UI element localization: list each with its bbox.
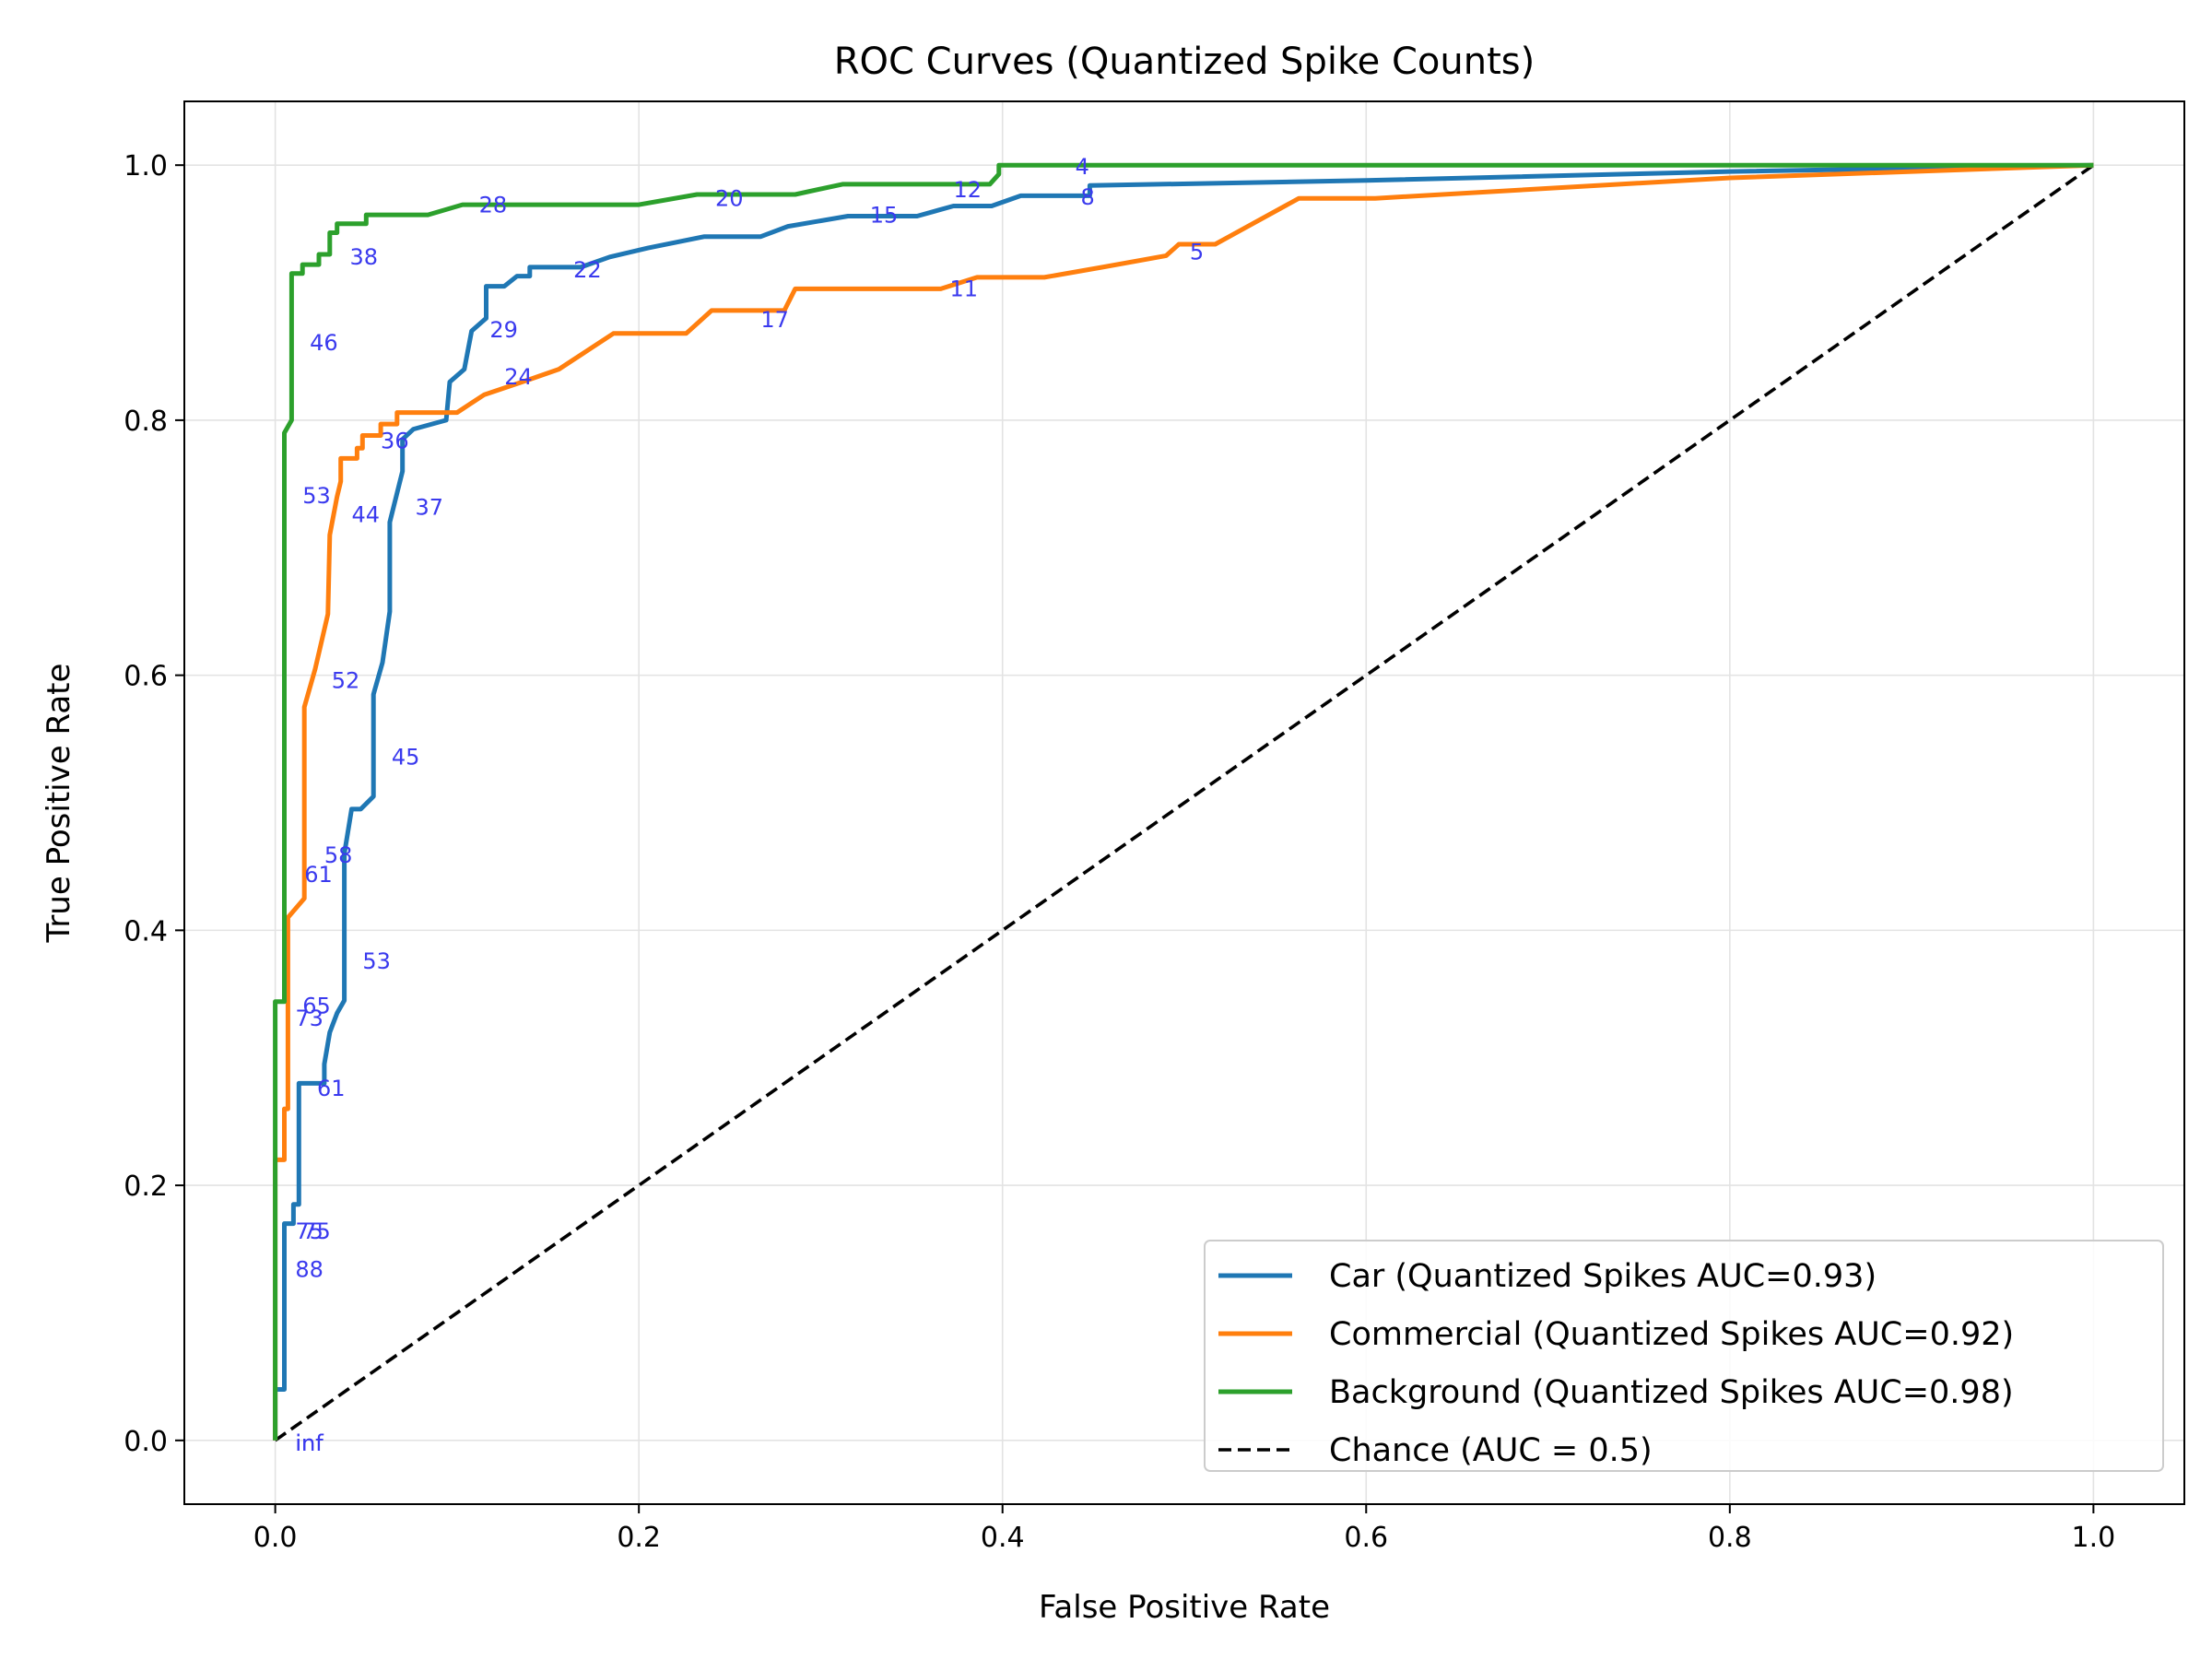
chart-title: ROC Curves (Quantized Spike Counts) — [834, 41, 1535, 83]
x-tick-label: 0.6 — [1344, 1522, 1388, 1554]
threshold-label: 65 — [302, 993, 331, 1018]
roc-line-0 — [273, 162, 2094, 1441]
legend-entry: Background (Quantized Spikes AUC=0.98) — [1329, 1374, 2014, 1411]
y-axis-ticks: 0.0 0.2 0.4 0.6 0.8 1.0 — [124, 150, 184, 1458]
y-tick-label: 1.0 — [124, 150, 168, 182]
threshold-label: 36 — [381, 428, 409, 453]
series-layer — [273, 162, 2094, 1441]
chance-line — [274, 163, 2095, 1442]
plot-frame — [183, 100, 2185, 1505]
y-tick-label: 0.8 — [124, 406, 168, 438]
y-tick-label: 0.6 — [124, 661, 168, 693]
threshold-label: 29 — [489, 317, 518, 343]
threshold-label: 20 — [715, 185, 744, 211]
threshold-label: inf — [295, 1430, 324, 1456]
threshold-label: 75 — [302, 1218, 331, 1244]
threshold-label: 11 — [950, 276, 979, 302]
x-axis-ticks: 0.0 0.2 0.4 0.6 0.8 1.0 — [253, 1504, 2115, 1554]
threshold-label: 61 — [304, 862, 333, 888]
x-tick-label: 1.0 — [2072, 1522, 2116, 1554]
threshold-label: 37 — [416, 494, 444, 520]
x-axis-label: False Positive Rate — [1039, 1589, 1330, 1626]
threshold-label: 15 — [870, 202, 899, 228]
x-tick-label: 0.2 — [617, 1522, 661, 1554]
threshold-label: 61 — [317, 1076, 346, 1101]
threshold-label: 53 — [302, 483, 331, 509]
threshold-label: 58 — [324, 842, 353, 868]
threshold-label: 45 — [392, 744, 420, 770]
x-tick-label: 0.8 — [1708, 1522, 1752, 1554]
threshold-label: 38 — [350, 244, 379, 270]
threshold-label: 46 — [310, 330, 338, 356]
chance-line-layer — [274, 163, 2095, 1442]
threshold-label: 5 — [1190, 240, 1204, 265]
threshold-label: 17 — [760, 307, 789, 333]
threshold-label: 28 — [479, 192, 508, 218]
legend-entry: Car (Quantized Spikes AUC=0.93) — [1329, 1258, 1877, 1295]
y-axis-label: True Positive Rate — [41, 664, 77, 944]
threshold-label: 88 — [295, 1257, 324, 1283]
threshold-label: 73 — [295, 1006, 324, 1031]
legend-box — [1204, 1240, 2164, 1472]
x-tick-label: 0.4 — [981, 1522, 1025, 1554]
threshold-label: 22 — [573, 257, 602, 283]
threshold-label: 52 — [332, 667, 360, 693]
threshold-label: 75 — [295, 1218, 324, 1244]
x-tick-label: 0.0 — [253, 1522, 298, 1554]
y-tick-label: 0.2 — [124, 1171, 168, 1203]
threshold-label: 8 — [1081, 184, 1095, 210]
threshold-label: 12 — [953, 177, 982, 203]
threshold-label: inf — [295, 1430, 324, 1456]
legend-entry: Chance (AUC = 0.5) — [1329, 1432, 1653, 1469]
roc-line-2 — [273, 162, 2094, 1441]
roc-line-1 — [273, 162, 2094, 1441]
y-tick-label: 0.0 — [124, 1426, 168, 1458]
threshold-label: 24 — [504, 364, 533, 390]
legend: Car (Quantized Spikes AUC=0.93) Commercia… — [1204, 1240, 2164, 1472]
threshold-label: 4 — [1076, 154, 1089, 180]
grid — [184, 101, 2184, 1504]
legend-entry: Commercial (Quantized Spikes AUC=0.92) — [1329, 1316, 2014, 1353]
y-tick-label: 0.4 — [124, 915, 168, 947]
threshold-label: 44 — [351, 502, 380, 528]
threshold-label: 53 — [362, 948, 391, 974]
